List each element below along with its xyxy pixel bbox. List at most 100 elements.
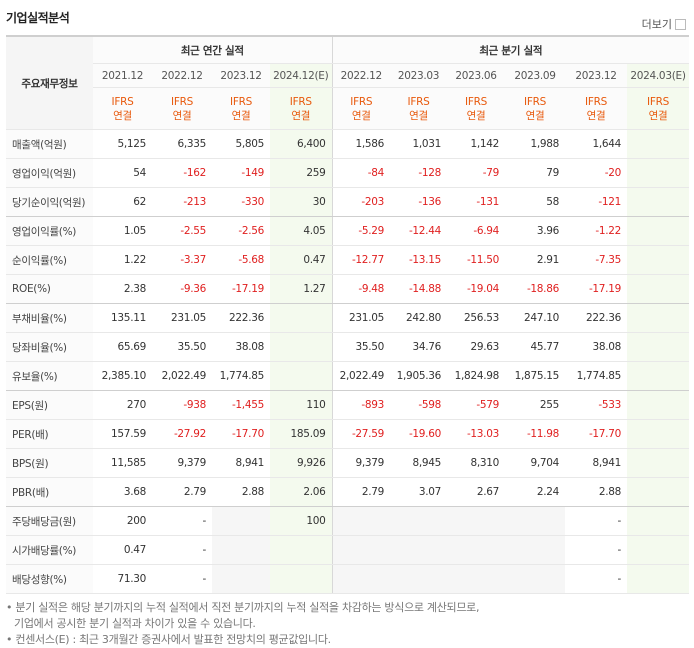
row-label: PBR(배) — [6, 477, 93, 507]
data-cell: 2.79 — [152, 477, 212, 507]
data-cell: 8,941 — [212, 448, 270, 478]
data-cell: 45.77 — [505, 332, 565, 362]
data-cell — [505, 564, 565, 594]
data-cell: 2.38 — [93, 274, 152, 304]
data-cell: 1,586 — [331, 129, 390, 159]
data-cell: 35.50 — [331, 332, 390, 362]
data-cell: 2,022.49 — [152, 361, 212, 391]
data-cell: 1,824.98 — [447, 361, 505, 391]
data-cell: 38.08 — [212, 332, 270, 362]
more-icon[interactable] — [675, 18, 686, 30]
data-cell: 1,644 — [565, 129, 627, 159]
data-cell: 1,142 — [447, 129, 505, 159]
standard-text: 연결 — [648, 109, 668, 122]
row-label: 당좌비율(%) — [6, 332, 93, 362]
data-cell: 157.59 — [93, 419, 152, 449]
data-cell: 200 — [93, 506, 152, 536]
standard-header: IFRS 연결 — [212, 87, 270, 130]
standard-text: 연결 — [586, 109, 606, 122]
row-label: 순이익률(%) — [6, 245, 93, 275]
period-header: 2023.03 — [390, 63, 447, 88]
data-cell: 9,379 — [331, 448, 390, 478]
data-row: PBR(배) 3.68 2.79 2.88 2.06 2.79 3.07 2.67 2.24 2.… — [6, 477, 689, 507]
data-row: 주당배당금(원) 200-100- — [6, 506, 689, 536]
data-cell — [627, 477, 689, 507]
data-cell — [390, 564, 447, 594]
period-header: 2022.12 — [331, 63, 390, 88]
data-cell: 65.69 — [93, 332, 152, 362]
row-label: 영업이익(억원) — [6, 158, 93, 188]
data-cell: 1.22 — [93, 245, 152, 275]
note-line: 기업에서 공시한 분기 실적과 차이가 있을 수 있습니다. — [14, 617, 256, 630]
data-cell — [212, 535, 270, 565]
data-cell: 259 — [270, 158, 332, 188]
data-cell: 1,905.36 — [390, 361, 447, 391]
data-cell — [627, 332, 689, 362]
data-cell: 11,585 — [93, 448, 152, 478]
data-cell: 255 — [505, 390, 565, 420]
period-row: 2021.12 2022.12 2023.12 2024.12(E) 2022.12 20… — [6, 63, 689, 88]
data-row: 시가배당률(%) 0.47- - — [6, 535, 689, 565]
data-cell — [212, 564, 270, 594]
data-cell: 29.63 — [447, 332, 505, 362]
data-cell: 34.76 — [390, 332, 447, 362]
data-cell: -128 — [390, 158, 447, 188]
row-label: 배당성향(%) — [6, 564, 93, 594]
more-text[interactable]: 더보기 — [641, 18, 672, 31]
data-cell: -13.03 — [447, 419, 505, 449]
data-row: PER(배) 157.59 -27.92 -17.70 185.09 -27.59 -19.… — [6, 419, 689, 449]
row-label: 영업이익률(%) — [6, 216, 93, 246]
standard-header: IFRS 연결 — [627, 87, 689, 130]
data-cell: 5,125 — [93, 129, 152, 159]
data-cell — [270, 303, 332, 333]
data-cell — [627, 245, 689, 275]
data-cell: 5,805 — [212, 129, 270, 159]
data-cell: -9.48 — [331, 274, 390, 304]
data-cell: 231.05 — [152, 303, 212, 333]
data-cell: -7.35 — [565, 245, 627, 275]
data-row: BPS(원) 11,585 9,379 8,941 9,926 9,379 8,945 8,3… — [6, 448, 689, 478]
data-cell — [627, 158, 689, 188]
data-cell: 54 — [93, 158, 152, 188]
more-link[interactable]: 더보기 — [642, 16, 686, 32]
data-cell: 9,704 — [505, 448, 565, 478]
data-cell: -18.86 — [505, 274, 565, 304]
data-cell: 9,379 — [152, 448, 212, 478]
financial-table: 주요재무정보 최근 연간 실적 최근 분기 실적 2021.12 2022.12 2023… — [6, 35, 689, 594]
data-cell: 242.80 — [390, 303, 447, 333]
data-cell: -11.98 — [505, 419, 565, 449]
data-cell: 6,400 — [270, 129, 332, 159]
data-cell: -84 — [331, 158, 390, 188]
data-cell — [627, 216, 689, 246]
data-row: 부채비율(%) 135.11 231.05 222.36 231.05 242.80 256… — [6, 303, 689, 333]
data-cell: -533 — [565, 390, 627, 420]
data-cell: -598 — [390, 390, 447, 420]
data-cell — [212, 506, 270, 536]
period-header: 2023.12 — [565, 63, 627, 88]
data-cell: 79 — [505, 158, 565, 188]
standard-header: IFRS 연결 — [93, 87, 152, 130]
data-cell: 8,310 — [447, 448, 505, 478]
data-cell: 2.91 — [505, 245, 565, 275]
data-row: EPS(원) 270 -938 -1,455 110 -893 -598 -579 255 -53… — [6, 390, 689, 420]
data-cell — [270, 361, 332, 391]
data-cell: -17.70 — [212, 419, 270, 449]
data-cell: 9,926 — [270, 448, 332, 478]
standard-text: 연결 — [466, 109, 486, 122]
data-cell: 1,875.15 — [505, 361, 565, 391]
data-cell: 231.05 — [331, 303, 390, 333]
data-cell: 6,335 — [152, 129, 212, 159]
data-cell — [390, 535, 447, 565]
data-cell — [270, 535, 332, 565]
data-cell: 8,945 — [390, 448, 447, 478]
data-cell: -213 — [152, 187, 212, 217]
standard-text: IFRS — [350, 95, 373, 108]
data-cell: 110 — [270, 390, 332, 420]
data-cell: -2.56 — [212, 216, 270, 246]
data-cell: 270 — [93, 390, 152, 420]
data-cell — [390, 506, 447, 536]
period-header: 2021.12 — [93, 63, 152, 88]
data-cell: -579 — [447, 390, 505, 420]
row-label: 주당배당금(원) — [6, 506, 93, 536]
